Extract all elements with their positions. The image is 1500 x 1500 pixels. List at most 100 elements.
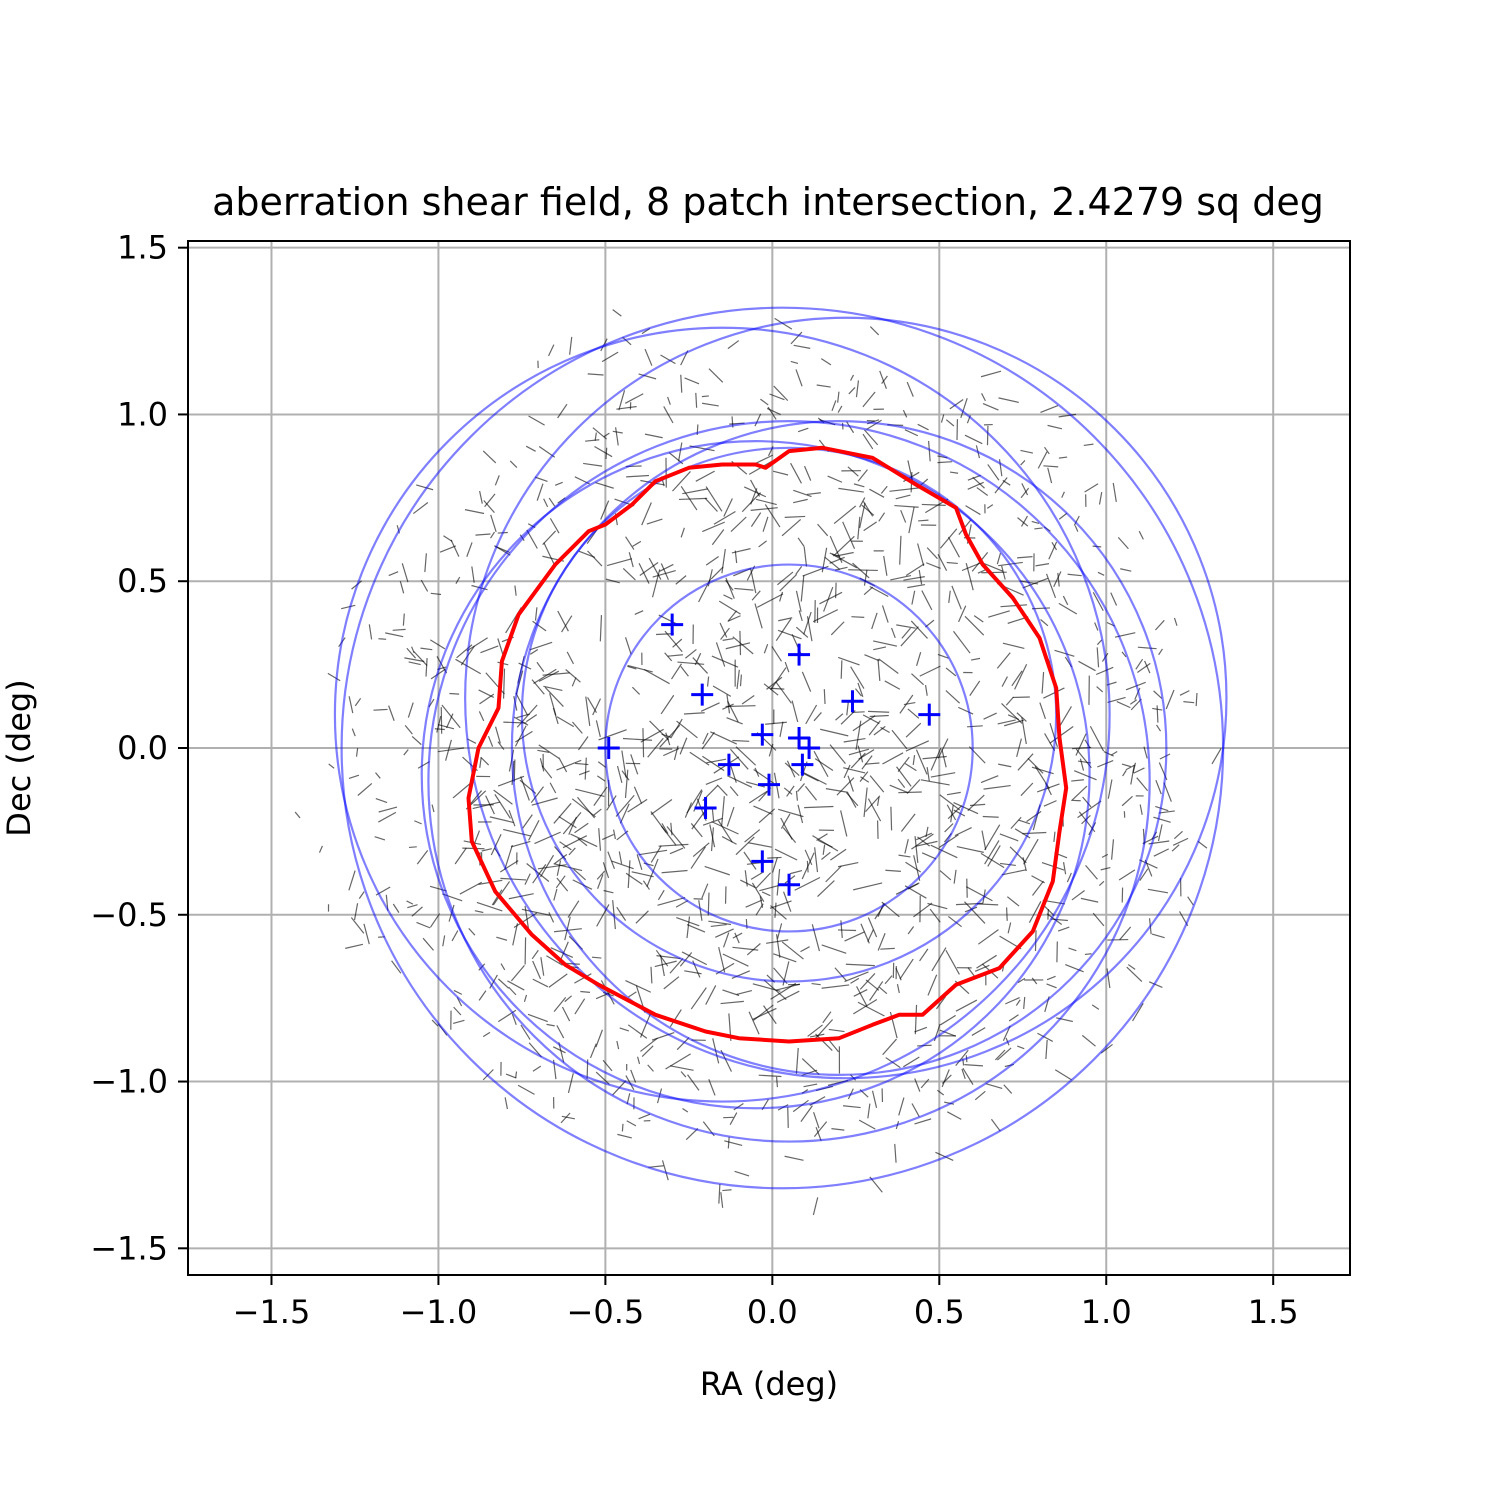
shear-whisker xyxy=(984,824,1001,851)
shear-whisker xyxy=(490,531,495,539)
shear-whisker xyxy=(779,591,784,602)
shear-whisker xyxy=(815,1033,833,1051)
shear-whisker xyxy=(725,642,751,650)
shear-whisker xyxy=(1054,1069,1072,1081)
shear-whisker xyxy=(1073,515,1080,526)
shear-whisker xyxy=(925,562,941,569)
pointing-marker xyxy=(791,753,814,776)
shear-whisker xyxy=(684,970,702,975)
shear-whisker xyxy=(1017,753,1034,771)
shear-whisker xyxy=(540,957,545,976)
shear-whisker xyxy=(761,891,771,897)
shear-whisker xyxy=(453,1006,462,1016)
shear-whisker xyxy=(797,427,809,433)
shear-whisker xyxy=(727,775,753,788)
shear-whisker xyxy=(882,752,904,765)
shear-whisker xyxy=(375,797,388,804)
shear-whisker xyxy=(659,563,674,572)
shear-whisker xyxy=(895,967,902,981)
shear-whisker xyxy=(725,705,756,708)
shear-whisker xyxy=(726,717,743,725)
shear-whisker xyxy=(956,845,984,853)
shear-whisker xyxy=(763,1005,777,1025)
shear-whisker xyxy=(894,504,919,508)
shear-whisker xyxy=(908,506,915,534)
shear-whisker xyxy=(459,881,483,895)
shear-whisker xyxy=(800,946,810,953)
shear-whisker xyxy=(911,1103,920,1118)
shear-whisker xyxy=(593,786,608,806)
shear-whisker xyxy=(574,973,592,984)
shear-whisker xyxy=(752,983,781,992)
shear-whisker xyxy=(695,470,715,482)
shear-whisker xyxy=(646,518,663,525)
y-tick-label: 1.0 xyxy=(117,395,168,433)
shear-whisker xyxy=(860,923,870,944)
shear-whisker xyxy=(828,1028,845,1033)
shear-whisker xyxy=(1057,926,1070,932)
shear-whisker xyxy=(558,757,568,773)
shear-whisker xyxy=(951,585,962,610)
shear-whisker xyxy=(713,510,736,525)
shear-whisker xyxy=(1001,676,1008,687)
shear-whisker xyxy=(592,427,607,440)
shear-whisker xyxy=(937,738,949,759)
shear-whisker xyxy=(403,749,409,756)
shear-whisker xyxy=(735,746,757,766)
shear-whisker xyxy=(793,489,812,498)
shear-whisker xyxy=(734,1170,750,1177)
shear-whisker xyxy=(549,518,560,534)
shear-whisker xyxy=(658,843,689,847)
shear-whisker xyxy=(584,757,587,780)
shear-whisker xyxy=(1121,651,1127,658)
shear-whisker xyxy=(784,515,806,518)
shear-whisker xyxy=(679,952,693,967)
shear-whisker xyxy=(621,750,627,778)
shear-whisker xyxy=(642,728,645,758)
shear-whisker xyxy=(1021,483,1029,496)
shear-whisker xyxy=(1058,602,1078,615)
shear-whisker xyxy=(820,728,849,737)
shear-whisker xyxy=(546,955,563,966)
shear-whisker xyxy=(754,413,762,427)
shear-whisker xyxy=(848,569,878,572)
pointing-marker xyxy=(798,736,821,759)
shear-whisker xyxy=(898,1097,905,1116)
shear-whisker xyxy=(837,929,857,932)
shear-whisker xyxy=(801,1058,820,1076)
shear-whisker xyxy=(607,851,616,870)
shear-whisker xyxy=(784,1155,804,1161)
shear-whisker xyxy=(528,820,540,841)
shear-whisker xyxy=(1096,639,1103,646)
shear-whisker xyxy=(1021,515,1028,527)
shear-whisker xyxy=(678,497,708,501)
shear-whisker xyxy=(939,870,952,881)
shear-whisker xyxy=(772,470,789,476)
shear-whisker xyxy=(930,772,956,778)
shear-whisker xyxy=(859,502,866,529)
shear-whisker xyxy=(706,758,727,764)
shear-whisker xyxy=(1132,1003,1144,1022)
shear-whisker xyxy=(824,556,841,571)
shear-whisker xyxy=(767,406,777,420)
shear-whisker xyxy=(848,387,856,395)
shear-whisker xyxy=(996,1047,1012,1061)
shear-whisker xyxy=(997,719,1016,725)
shear-whisker xyxy=(1155,779,1162,795)
shear-whisker xyxy=(867,710,890,713)
shear-whisker xyxy=(961,1068,966,1080)
shear-whisker xyxy=(817,523,829,537)
shear-whisker xyxy=(795,590,802,612)
shear-whisker xyxy=(903,1056,920,1068)
shear-whisker xyxy=(294,811,301,819)
shear-whisker xyxy=(769,393,785,401)
shear-whisker xyxy=(953,869,957,884)
shear-whisker xyxy=(591,956,602,959)
shear-whisker xyxy=(473,830,481,844)
shear-whisker xyxy=(816,384,831,388)
shear-whisker xyxy=(1011,670,1023,687)
shear-whisker xyxy=(587,550,603,567)
shear-whisker xyxy=(743,851,757,870)
shear-whisker xyxy=(1020,782,1034,797)
